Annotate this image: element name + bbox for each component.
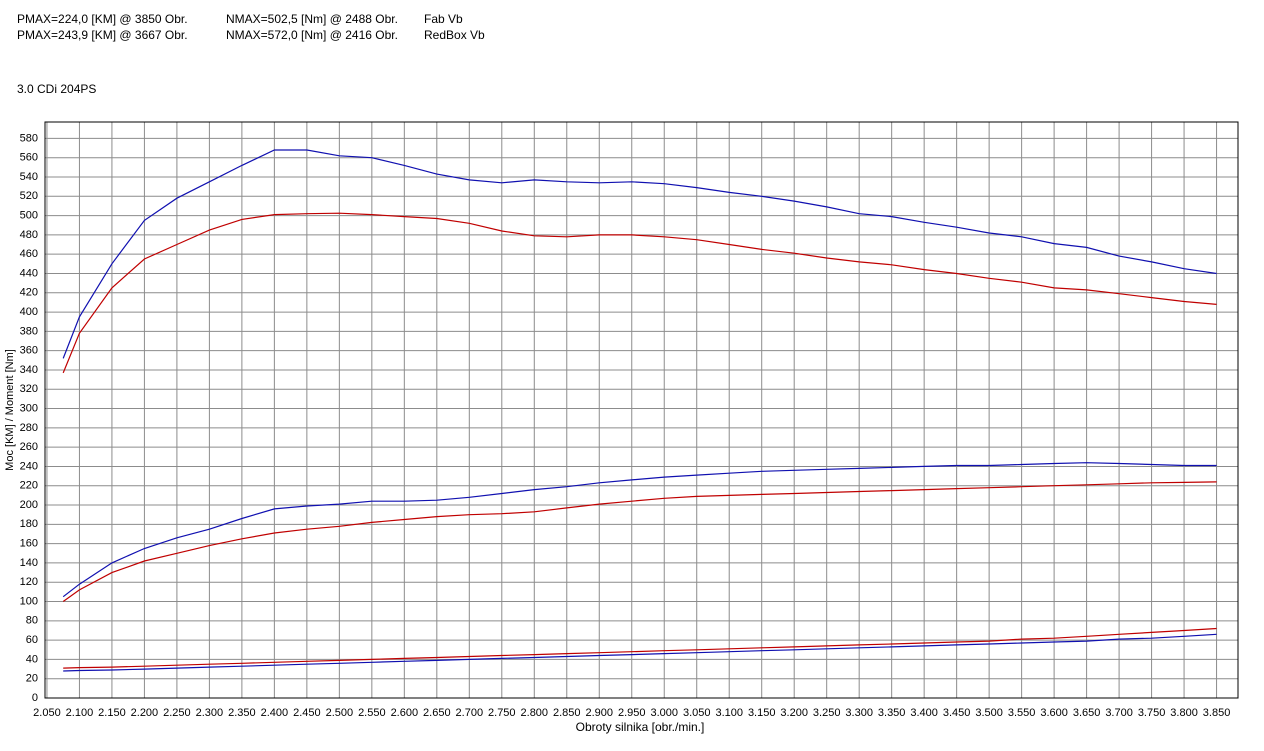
torque-line [62, 149, 1217, 359]
y-tick-label: 80 [26, 615, 38, 627]
y-axis-label: Moc [KM] / Moment [Nm] [4, 349, 16, 471]
loss-line [63, 627, 1217, 669]
y-tick-label: 40 [26, 653, 38, 665]
grid [45, 122, 1238, 699]
x-tick-label: 3.250 [813, 707, 841, 719]
y-tick-label: 180 [20, 518, 38, 530]
loss-line [63, 633, 1217, 672]
y-tick-label: 500 [20, 209, 38, 221]
x-tick-label: 3.300 [845, 707, 873, 719]
y-tick-label: 0 [32, 692, 38, 704]
x-tick-label: 3.650 [1073, 707, 1101, 719]
x-tick-label: 3.850 [1203, 707, 1231, 719]
x-tick-label: 2.700 [456, 707, 484, 719]
y-tick-label: 440 [20, 267, 38, 279]
x-tick-label: 3.350 [878, 707, 906, 719]
x-tick-label: 3.500 [975, 707, 1003, 719]
x-tick-label: 2.350 [228, 707, 256, 719]
x-tick-label: 3.050 [683, 707, 711, 719]
x-tick-label: 2.400 [261, 707, 289, 719]
y-tick-label: 360 [20, 345, 38, 357]
x-tick-label: 2.650 [423, 707, 451, 719]
torque-line [62, 212, 1217, 374]
y-tick-label: 380 [20, 325, 38, 337]
y-tick-label: 540 [20, 171, 38, 183]
y-tick-label: 520 [20, 190, 38, 202]
y-tick-label: 60 [26, 634, 38, 646]
x-tick-label: 2.450 [293, 707, 321, 719]
x-tick-label: 2.850 [553, 707, 581, 719]
y-tick-label: 100 [20, 595, 38, 607]
y-tick-label: 580 [20, 132, 38, 144]
x-tick-label: 3.750 [1138, 707, 1166, 719]
x-tick-label: 3.100 [715, 707, 743, 719]
y-tick-label: 320 [20, 383, 38, 395]
x-tick-label: 2.300 [196, 707, 224, 719]
y-tick-label: 560 [20, 152, 38, 164]
plot-border [44, 121, 1239, 699]
x-tick-label: 2.100 [66, 707, 94, 719]
y-tick-label: 200 [20, 499, 38, 511]
x-tick-label: 2.800 [521, 707, 549, 719]
y-tick-label: 160 [20, 538, 38, 550]
x-tick-label: 2.150 [98, 707, 126, 719]
chart-subtitle: 3.0 CDi 204PS [17, 82, 96, 96]
x-tick-label: 3.600 [1040, 707, 1068, 719]
y-tick-label: 480 [20, 229, 38, 241]
y-tick-label: 280 [20, 422, 38, 434]
y-tick-label: 400 [20, 306, 38, 318]
x-tick-label: 3.450 [943, 707, 971, 719]
y-tick-label: 220 [20, 480, 38, 492]
y-tick-label: 340 [20, 364, 38, 376]
x-tick-label: 2.950 [618, 707, 646, 719]
y-tick-label: 240 [20, 460, 38, 472]
y-tick-label: 140 [20, 557, 38, 569]
legend-nmax: NMAX=502,5 [Nm] @ 2488 Obr. [226, 12, 398, 26]
legend-nmax: NMAX=572,0 [Nm] @ 2416 Obr. [226, 28, 398, 42]
x-tick-label: 2.550 [358, 707, 386, 719]
y-tick-label: 260 [20, 441, 38, 453]
legend-pmax: PMAX=224,0 [KM] @ 3850 Obr. [17, 12, 188, 26]
y-tick-label: 20 [26, 673, 38, 685]
x-tick-label: 3.150 [748, 707, 776, 719]
x-tick-label: 2.500 [326, 707, 354, 719]
x-tick-label: 2.200 [131, 707, 159, 719]
legend-name: Fab Vb [424, 12, 463, 26]
x-tick-label: 2.050 [33, 707, 61, 719]
x-tick-label: 3.700 [1105, 707, 1133, 719]
x-tick-label: 3.000 [650, 707, 678, 719]
x-tick-label: 3.800 [1170, 707, 1198, 719]
x-tick-label: 2.250 [163, 707, 191, 719]
legend-pmax: PMAX=243,9 [KM] @ 3667 Obr. [17, 28, 188, 42]
x-tick-label: 3.400 [910, 707, 938, 719]
y-tick-label: 300 [20, 402, 38, 414]
power-line [62, 481, 1217, 602]
y-tick-label: 420 [20, 287, 38, 299]
lines [62, 149, 1217, 672]
x-tick-label: 3.200 [780, 707, 808, 719]
x-tick-label: 2.900 [585, 707, 613, 719]
x-tick-label: 2.600 [391, 707, 419, 719]
x-tick-label: 2.750 [488, 707, 516, 719]
x-tick-label: 3.550 [1008, 707, 1036, 719]
legend-name: RedBox Vb [424, 28, 485, 42]
x-axis-label: Obroty silnika [obr./min.] [576, 720, 705, 734]
y-tick-label: 460 [20, 248, 38, 260]
y-tick-label: 120 [20, 576, 38, 588]
power-line [62, 462, 1217, 598]
